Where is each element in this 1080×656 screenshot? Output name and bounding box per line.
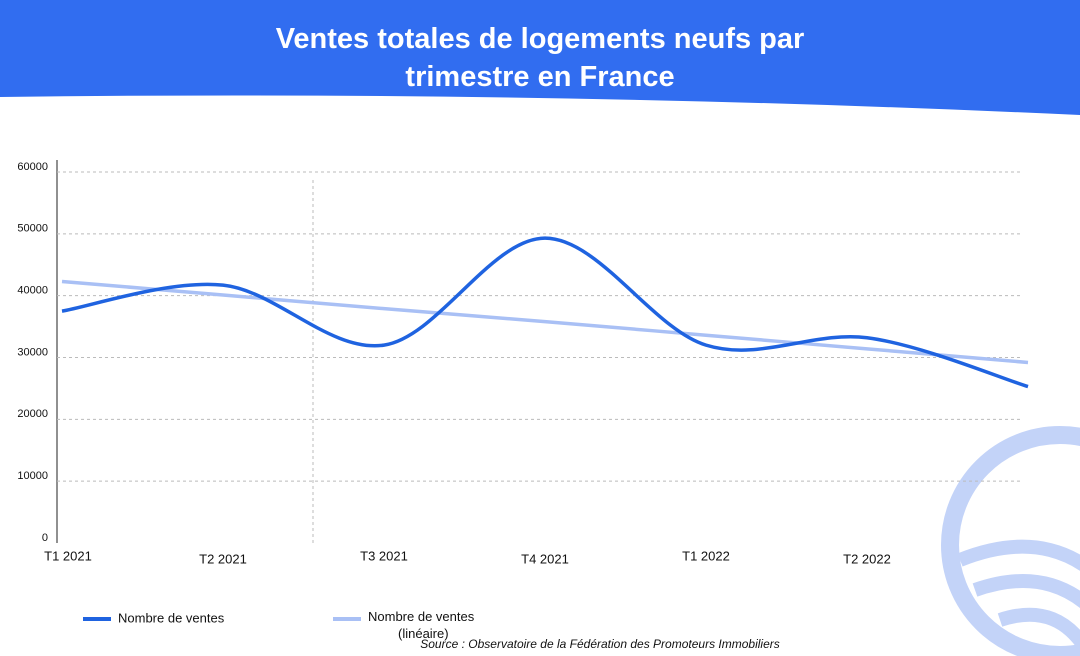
logo [941,426,1080,656]
series-line [61,236,1029,389]
y-tick-label: 60000 [17,161,48,173]
x-tick-label: T2 2022 [843,551,891,566]
header-band [0,0,1080,115]
source: Source : Observatoire de la Fédération d… [420,637,780,651]
y-tick-label: 20000 [17,408,48,420]
x-tick-label: T4 2021 [521,551,569,566]
y-tick-label: 10000 [17,470,48,482]
y-tick-label: 30000 [17,346,48,358]
series-line [61,279,1029,365]
x-tick-label: T2 2021 [199,551,247,566]
x-tick-label: T3 2021 [360,548,408,563]
x-tick-label: T1 2022 [682,548,730,563]
x-tick-label: T1 2021 [44,548,92,563]
y-tick-label: 40000 [17,285,48,297]
y-tick-label: 50000 [17,223,48,235]
chart-title: Ventes totales de logements neufs par tr… [275,23,805,93]
legend-label: Nombre de ventes (linéaire) [368,609,475,641]
legend-label: Nombre de ventes [118,610,225,625]
y-tick-label: 0 [42,532,48,544]
